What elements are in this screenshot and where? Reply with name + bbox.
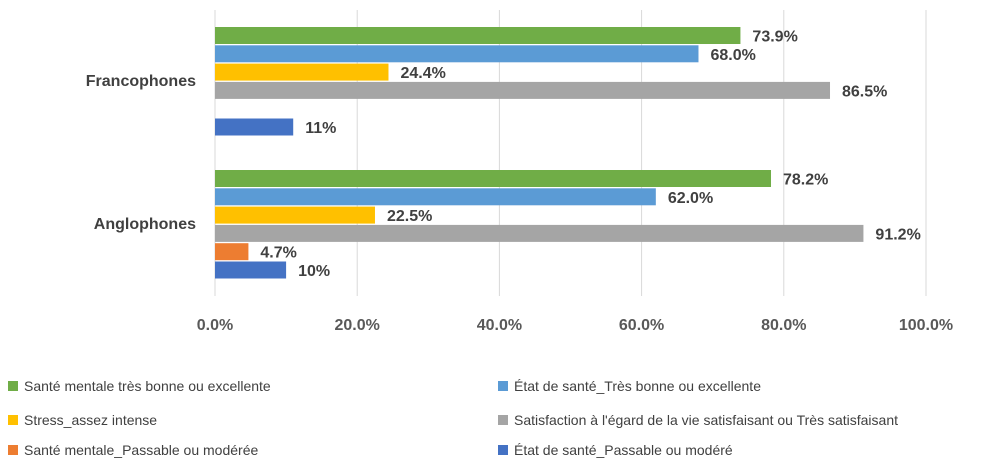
- bar-value-label: 24.4%: [400, 65, 445, 82]
- legend-swatch: [8, 445, 18, 455]
- bar: [215, 224, 864, 242]
- bar-value-label: 62.0%: [668, 190, 713, 207]
- bar: [215, 118, 294, 136]
- bar-value-label: 4.7%: [260, 245, 296, 262]
- legend-label: Satisfaction à l'égard de la vie satisfa…: [514, 412, 898, 428]
- legend-item: Stress_assez intense: [8, 412, 157, 428]
- bar-value-label: 73.9%: [752, 29, 797, 46]
- category-label: Anglophones: [94, 216, 196, 233]
- legend-item: État de santé_Passable ou modéré: [498, 442, 733, 458]
- legend-item: Satisfaction à l'égard de la vie satisfa…: [498, 412, 898, 428]
- bar: [215, 206, 375, 224]
- bars: [215, 27, 864, 279]
- bar: [215, 45, 699, 63]
- legend-swatch: [8, 381, 18, 391]
- bar-value-label: 11%: [305, 120, 336, 137]
- bar-chart: 73.9%68.0% 24.4% 86.5% 11% 78.2% 62.0% 22.5% 91…: [86, 10, 953, 334]
- bar: [215, 63, 389, 81]
- legend-label: État de santé_Très bonne ou excellente: [514, 378, 761, 394]
- category-label: Francophones: [86, 73, 196, 90]
- legend-item: Santé mentale très bonne ou excellente: [8, 378, 271, 394]
- bar-value-label: 10%: [298, 263, 330, 280]
- legend-label: Santé mentale_Passable ou modérée: [24, 442, 259, 458]
- legend-label: Stress_assez intense: [24, 412, 158, 428]
- legend-item: État de santé_Très bonne ou excellente: [498, 378, 761, 394]
- legend-swatch: [498, 381, 508, 391]
- bar: [215, 27, 741, 44]
- x-tick-label: 60.0%: [619, 317, 664, 334]
- legend-label: État de santé_Passable ou modéré: [514, 442, 733, 458]
- legend-label: Santé mentale très bonne ou excellente: [24, 378, 271, 394]
- x-tick-label: 100.0%: [899, 317, 953, 334]
- x-axis-ticks: 0.0% 20.0% 40.0% 60.0% 80.0% 100.0%: [197, 317, 953, 334]
- legend-swatch: [498, 445, 508, 455]
- legend-item: Santé mentale_Passable ou modérée: [8, 442, 258, 458]
- x-tick-label: 40.0%: [477, 317, 522, 334]
- bar-value-label: 78.2%: [783, 172, 828, 189]
- bar: [215, 261, 287, 279]
- x-tick-label: 80.0%: [761, 317, 806, 334]
- bar: [215, 170, 772, 187]
- bar: [215, 243, 249, 261]
- legend-swatch: [498, 415, 508, 425]
- x-tick-label: 20.0%: [335, 317, 380, 334]
- legend: Santé mentale très bonne ou excellente Ét…: [0, 370, 982, 465]
- bar-value-label: 22.5%: [387, 208, 432, 225]
- bar: [215, 81, 831, 99]
- bar-value-label: 86.5%: [842, 83, 887, 100]
- x-tick-label: 0.0%: [197, 317, 233, 334]
- data-labels: 73.9%68.0% 24.4% 86.5% 11% 78.2% 62.0% 22.5% 91…: [260, 29, 920, 281]
- bar: [215, 188, 656, 206]
- bar-value-label: 91.2%: [875, 226, 920, 243]
- bar-value-label: 68.0%: [710, 47, 755, 64]
- legend-swatch: [8, 415, 18, 425]
- y-axis-categories: Francophones Anglophones: [86, 73, 196, 233]
